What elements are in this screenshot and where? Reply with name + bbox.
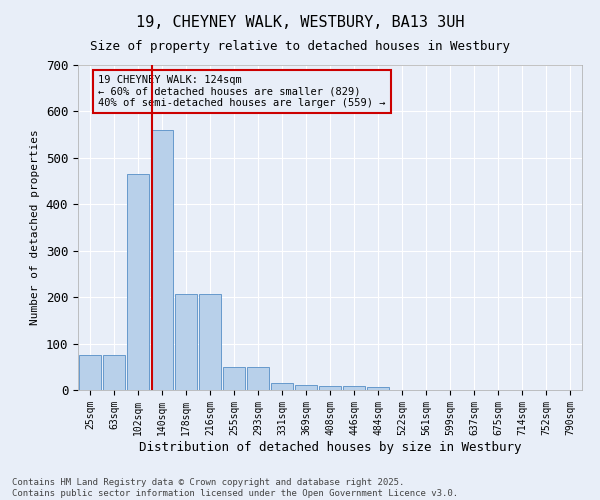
Bar [79,355,101,390]
Text: 19 CHEYNEY WALK: 124sqm
← 60% of detached houses are smaller (829)
40% of semi-d: 19 CHEYNEY WALK: 124sqm ← 60% of detache… [98,74,386,108]
Bar [151,130,173,390]
Bar [127,174,149,390]
Bar [295,386,317,390]
Bar [247,367,269,390]
Bar [367,387,389,390]
Bar [271,383,293,390]
Y-axis label: Number of detached properties: Number of detached properties [30,130,40,326]
Text: Contains HM Land Registry data © Crown copyright and database right 2025.
Contai: Contains HM Land Registry data © Crown c… [12,478,458,498]
Text: Size of property relative to detached houses in Westbury: Size of property relative to detached ho… [90,40,510,53]
Text: 19, CHEYNEY WALK, WESTBURY, BA13 3UH: 19, CHEYNEY WALK, WESTBURY, BA13 3UH [136,15,464,30]
Bar [223,367,245,390]
Bar [199,294,221,390]
X-axis label: Distribution of detached houses by size in Westbury: Distribution of detached houses by size … [139,440,521,454]
Bar [319,386,341,390]
Bar [343,386,365,390]
Bar [103,355,125,390]
Bar [175,294,197,390]
